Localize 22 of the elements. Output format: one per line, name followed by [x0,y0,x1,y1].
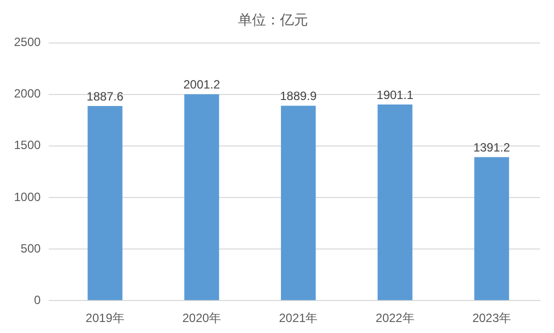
x-tick-label: 2023年 [472,311,512,326]
chart-title: 单位：亿元 [238,11,308,28]
data-label: 1889.9 [280,89,318,104]
x-tick-label: 2019年 [86,311,124,326]
x-tick-label: 2022年 [376,311,414,326]
y-tick-label: 0 [34,292,42,307]
data-label: 1901.1 [376,88,414,102]
x-tick-label: 2020年 [182,311,222,326]
bar [378,104,412,300]
y-tick-label: 1500 [14,138,42,152]
bar [184,94,220,300]
bar [280,106,316,300]
y-tick-label: 2000 [14,86,42,101]
data-label: 1887.6 [86,89,124,104]
x-tick-label: 2021年 [278,311,318,326]
bar [88,106,122,300]
y-tick-label: 2500 [14,35,42,50]
y-tick-label: 500 [20,241,42,256]
data-label: 1391.2 [473,140,510,154]
y-tick-label: 1000 [14,190,42,204]
data-label: 2001.2 [183,78,220,92]
bar [474,157,510,300]
